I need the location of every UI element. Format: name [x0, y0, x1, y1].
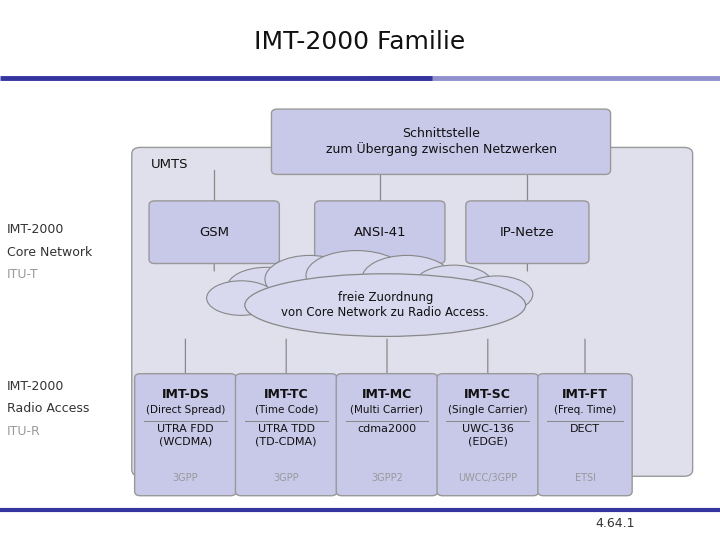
Ellipse shape [362, 255, 451, 301]
Ellipse shape [256, 279, 514, 332]
Text: Schnittstelle
zum Übergang zwischen Netzwerken: Schnittstelle zum Übergang zwischen Netz… [325, 127, 557, 157]
FancyBboxPatch shape [135, 374, 236, 496]
Text: ITU-R: ITU-R [7, 425, 41, 438]
Text: GSM: GSM [199, 226, 229, 239]
Text: Core Network: Core Network [7, 246, 92, 259]
Text: Radio Access: Radio Access [7, 402, 89, 415]
Text: ANSI-41: ANSI-41 [354, 226, 406, 239]
Text: ITU-T: ITU-T [7, 268, 39, 281]
Ellipse shape [306, 251, 407, 300]
FancyBboxPatch shape [315, 201, 445, 264]
Text: 3GPP: 3GPP [173, 473, 198, 483]
Text: IMT-SC: IMT-SC [464, 388, 511, 401]
Text: UTRA TDD
(TD-CDMA): UTRA TDD (TD-CDMA) [256, 424, 317, 446]
Ellipse shape [461, 276, 533, 313]
Text: IMT-TC: IMT-TC [264, 388, 308, 401]
Ellipse shape [227, 267, 306, 308]
Text: IP-Netze: IP-Netze [500, 226, 555, 239]
Text: UTRA FDD
(WCDMA): UTRA FDD (WCDMA) [157, 424, 214, 446]
Text: (Time Code): (Time Code) [254, 405, 318, 415]
Text: (Single Carrier): (Single Carrier) [448, 405, 528, 415]
Text: IMT-2000: IMT-2000 [7, 223, 65, 236]
Text: (Direct Spread): (Direct Spread) [145, 405, 225, 415]
Text: (Freq. Time): (Freq. Time) [554, 405, 616, 415]
Text: 3GPP: 3GPP [274, 473, 299, 483]
Text: UWCC/3GPP: UWCC/3GPP [458, 473, 518, 483]
FancyBboxPatch shape [271, 109, 611, 174]
FancyBboxPatch shape [538, 374, 632, 496]
Text: cdma2000: cdma2000 [357, 424, 417, 435]
Text: 3GPP2: 3GPP2 [371, 473, 403, 483]
Text: 4.64.1: 4.64.1 [596, 517, 635, 530]
Text: IMT-2000 Familie: IMT-2000 Familie [254, 30, 466, 53]
Ellipse shape [245, 274, 526, 336]
FancyBboxPatch shape [149, 201, 279, 264]
FancyBboxPatch shape [132, 147, 693, 476]
FancyBboxPatch shape [466, 201, 589, 264]
Text: IMT-FT: IMT-FT [562, 388, 608, 401]
Text: DECT: DECT [570, 424, 600, 435]
FancyBboxPatch shape [437, 374, 539, 496]
Ellipse shape [207, 281, 276, 315]
Text: ETSI: ETSI [575, 473, 595, 483]
Text: IMT-2000: IMT-2000 [7, 380, 65, 393]
Text: UWC-136
(EDGE): UWC-136 (EDGE) [462, 424, 514, 446]
Text: IMT-MC: IMT-MC [362, 388, 412, 401]
Text: IMT-DS: IMT-DS [161, 388, 210, 401]
Ellipse shape [414, 265, 493, 305]
Text: freie Zuordnung
von Core Network zu Radio Access.: freie Zuordnung von Core Network zu Radi… [282, 291, 489, 319]
Text: (Multi Carrier): (Multi Carrier) [351, 405, 423, 415]
FancyBboxPatch shape [235, 374, 337, 496]
Ellipse shape [265, 255, 354, 303]
Text: UMTS: UMTS [151, 158, 189, 171]
FancyBboxPatch shape [336, 374, 438, 496]
